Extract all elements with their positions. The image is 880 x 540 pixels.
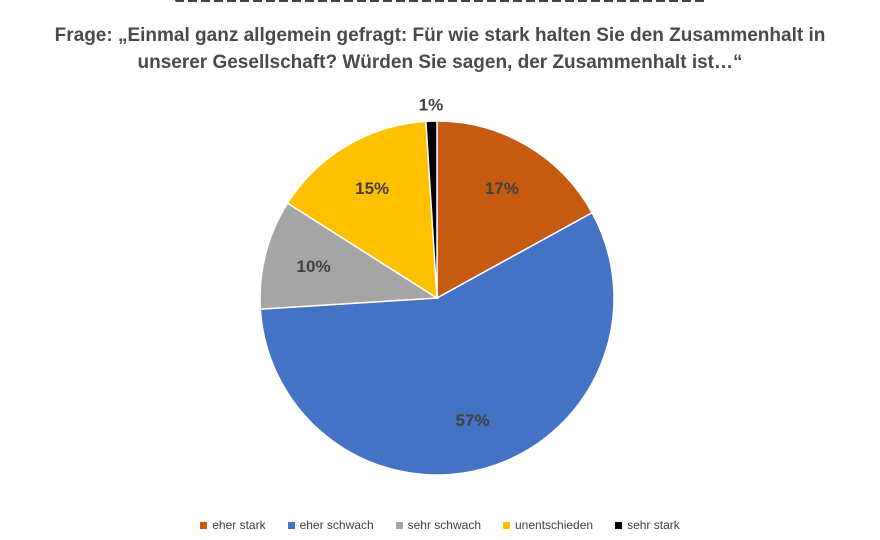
legend-item-sehr-schwach: sehr schwach (395, 518, 481, 532)
cropped-top-heading (0, 0, 880, 8)
pie-label-unentschieden: 15% (355, 179, 389, 198)
legend-label: eher schwach (299, 518, 374, 532)
pie-label-eher-schwach: 57% (456, 411, 490, 430)
pie-slice-eher-schwach (259, 211, 615, 476)
chart-legend: eher stark eher schwach sehr schwach unents… (0, 518, 880, 532)
pie-label-eher-stark: 17% (485, 179, 519, 198)
question-line-2: unserer Gesellschaft? Würden Sie sagen, … (137, 52, 743, 73)
pie-slice-sehr-stark (425, 120, 438, 299)
legend-item-eher-schwach: eher schwach (287, 518, 374, 532)
pie-slice-unentschieden (286, 120, 438, 300)
pie-label-sehr-stark: 1% (419, 96, 444, 115)
pie-slices (259, 120, 615, 476)
pie-label-sehr-schwach: 10% (297, 257, 331, 276)
pie-slice-sehr-schwach (259, 202, 440, 310)
legend-label: eher stark (212, 518, 266, 532)
legend-swatch (503, 521, 510, 529)
pie-slice-eher-stark (436, 120, 594, 300)
pie-value-labels: 17% 57% 10% 15% 1% (297, 96, 519, 430)
legend-label: sehr schwach (407, 518, 481, 532)
legend-item-eher-stark: eher stark (200, 518, 266, 532)
question-text: Frage: „Einmal ganz allgemein gefragt: F… (20, 22, 860, 76)
legend-item-sehr-stark: sehr stark (615, 518, 680, 532)
legend-swatch (200, 521, 208, 529)
legend-label: sehr stark (627, 518, 680, 532)
question-line-1: Frage: „Einmal ganz allgemein gefragt: F… (54, 25, 826, 46)
legend-swatch (395, 521, 403, 529)
legend-swatch (615, 521, 623, 529)
legend-label: unentschieden (515, 518, 594, 532)
legend-swatch (287, 521, 295, 529)
cropped-heading-fragment (175, 0, 705, 2)
legend-item-unentschieden: unentschieden (503, 518, 593, 532)
